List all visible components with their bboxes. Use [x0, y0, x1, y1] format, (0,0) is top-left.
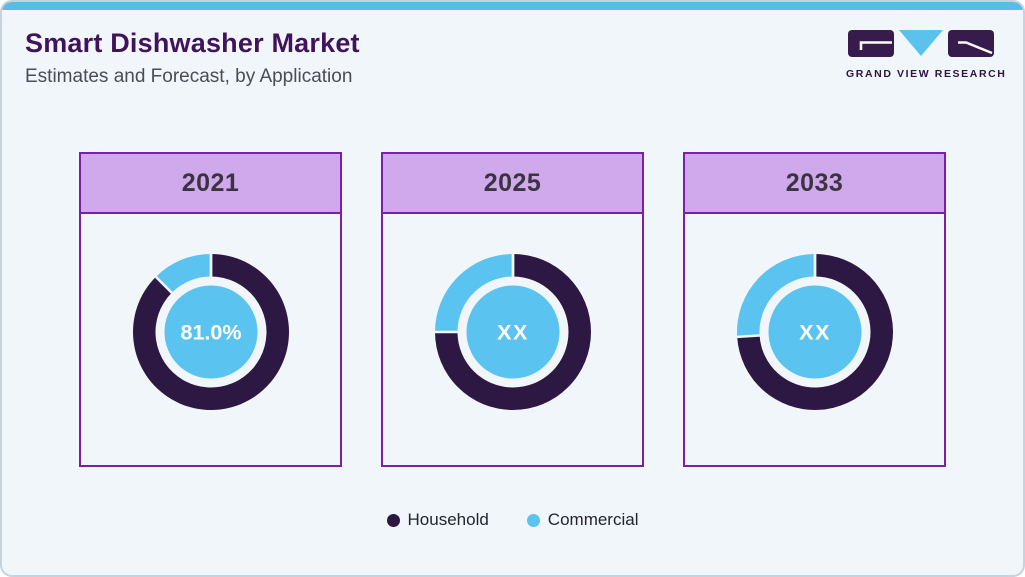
year-label: 2025 [483, 168, 542, 197]
legend-label-household: Household [407, 510, 489, 529]
year-label: 2033 [785, 168, 844, 197]
donut-chart-2033: XX [685, 250, 944, 414]
legend-label-commercial: Commercial [547, 510, 639, 529]
card-year-header: 2021 [81, 154, 340, 214]
year-card-2025: 2025 XX [381, 152, 644, 467]
gvr-logo-icon [846, 30, 996, 64]
gvr-logo: GRAND VIEW RESEARCH [846, 28, 1007, 80]
card-year-header: 2033 [685, 154, 944, 214]
svg-text:81.0%: 81.0% [180, 321, 241, 345]
svg-text:XX: XX [799, 321, 831, 345]
card-year-header: 2025 [383, 154, 642, 214]
page-title: Smart Dishwasher Market [25, 28, 360, 58]
year-cards-row: 2021 81.0% 2025 XX 2033 XX [79, 152, 946, 467]
legend-item-commercial: Commercial [526, 510, 639, 530]
household-color-dot-icon [386, 513, 400, 527]
year-card-2033: 2033 XX [683, 152, 946, 467]
header: Smart Dishwasher Market Estimates and Fo… [25, 28, 360, 88]
top-accent-bar [2, 2, 1023, 10]
donut-chart-2025: XX [383, 250, 642, 414]
commercial-color-dot-icon [526, 513, 540, 527]
legend-item-household: Household [386, 510, 489, 530]
svg-text:XX: XX [497, 321, 529, 345]
donut-chart-2021: 81.0% [81, 250, 340, 414]
page-subtitle: Estimates and Forecast, by Application [25, 66, 353, 87]
year-card-2021: 2021 81.0% [79, 152, 342, 467]
gvr-logo-wordmark: GRAND VIEW RESEARCH [846, 68, 1007, 80]
chart-legend: Household Commercial [2, 510, 1023, 530]
year-label: 2021 [181, 168, 240, 197]
